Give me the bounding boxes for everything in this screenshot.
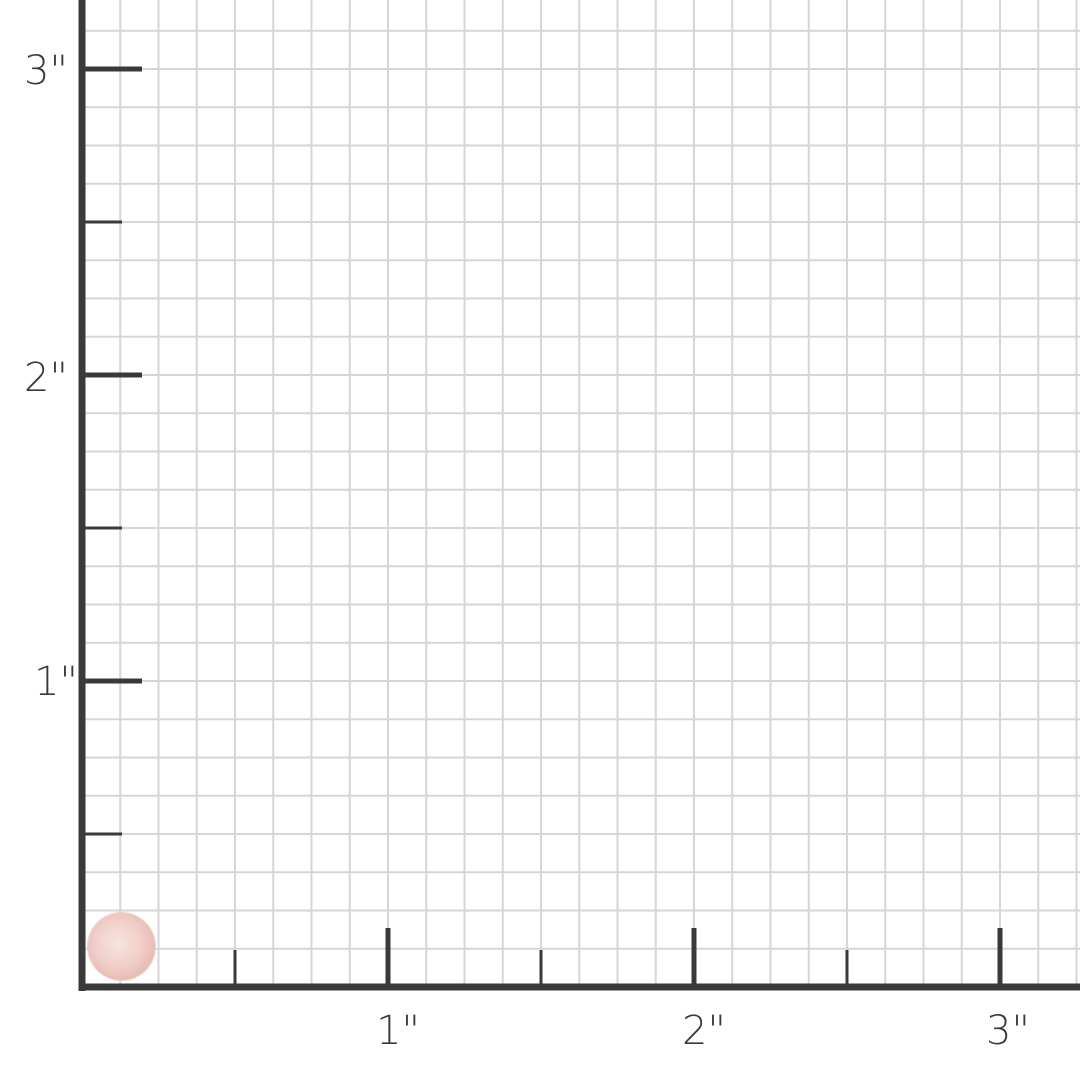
y-label-1: 1" — [34, 659, 78, 705]
x-label-3: 3" — [986, 1008, 1030, 1054]
x-label-1: 1" — [376, 1008, 420, 1054]
y-label-2: 2" — [24, 355, 68, 401]
x-label-2: 2" — [682, 1008, 726, 1054]
y-label-3: 3" — [24, 48, 68, 94]
gem-icon — [88, 913, 155, 980]
